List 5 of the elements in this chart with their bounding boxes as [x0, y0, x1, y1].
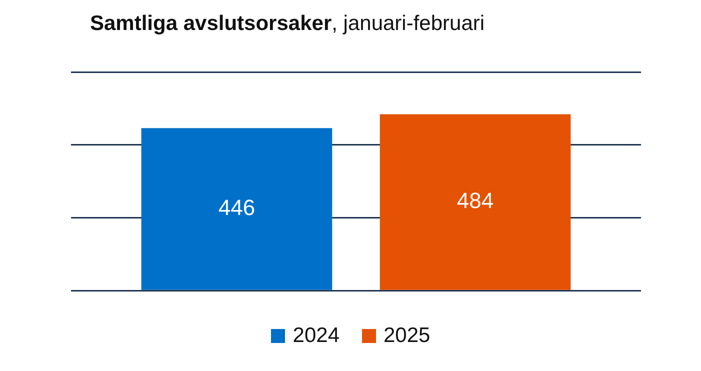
- legend-label: 2024: [292, 324, 340, 348]
- data-label: 446: [218, 195, 256, 220]
- chart-title: Samtliga avslutsorsaker, januari-februari: [90, 12, 485, 36]
- legend-label: 2025: [384, 324, 430, 348]
- data-label: 484: [456, 188, 494, 214]
